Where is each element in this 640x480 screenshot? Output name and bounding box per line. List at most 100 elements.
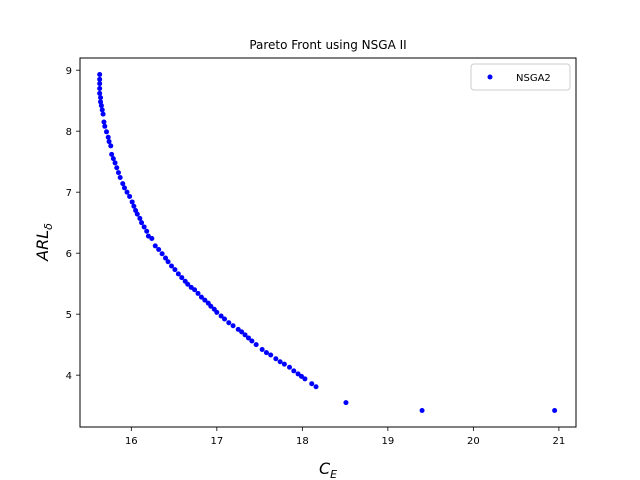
data-point — [149, 236, 155, 242]
data-point — [291, 368, 297, 374]
data-point — [230, 323, 236, 329]
data-point — [253, 342, 259, 348]
data-point — [192, 287, 198, 293]
data-point — [242, 332, 248, 338]
data-point — [268, 352, 274, 358]
data-point — [115, 170, 121, 176]
x-axis-title-subscript: E — [330, 468, 337, 480]
data-point — [172, 267, 178, 273]
x-tick-label: 17 — [210, 436, 223, 447]
data-point — [127, 193, 133, 199]
y-tick-label: 7 — [66, 188, 72, 199]
data-point — [100, 111, 106, 117]
data-point — [169, 263, 175, 269]
data-point — [202, 297, 208, 303]
data-point — [141, 224, 147, 230]
data-point — [112, 160, 118, 166]
chart-title: Pareto Front using NSGA II — [249, 38, 406, 52]
data-point — [98, 103, 104, 109]
data-point — [97, 81, 103, 87]
data-point — [179, 275, 185, 281]
data-point — [175, 271, 181, 277]
data-point — [159, 251, 165, 257]
data-point — [97, 71, 103, 77]
data-point — [313, 384, 319, 390]
data-point — [139, 220, 145, 226]
data-point — [259, 347, 265, 353]
y-tick-label: 8 — [66, 127, 72, 138]
data-point — [106, 139, 112, 145]
data-point — [99, 107, 105, 113]
data-point — [137, 215, 143, 221]
data-point — [195, 290, 201, 296]
data-point — [114, 165, 120, 171]
data-point — [277, 359, 283, 365]
y-tick-label: 6 — [66, 249, 72, 260]
y-axis-title-main: ARL — [33, 230, 52, 262]
x-tick-label: 19 — [381, 436, 394, 447]
y-axis-title-subscript: δ — [42, 223, 55, 230]
data-point — [222, 316, 228, 322]
data-point — [109, 151, 115, 157]
data-point — [239, 329, 245, 335]
data-point — [419, 408, 425, 414]
x-tick-label: 21 — [553, 436, 566, 447]
data-point — [245, 335, 251, 341]
data-point — [97, 85, 103, 91]
data-point — [218, 313, 224, 319]
data-point — [105, 134, 111, 140]
data-point — [110, 156, 116, 162]
data-point — [198, 294, 204, 300]
data-point — [124, 189, 130, 195]
x-axis-title: CE — [319, 459, 337, 480]
y-tick-label: 9 — [66, 66, 72, 77]
data-point — [97, 76, 103, 82]
legend: NSGA2 — [470, 63, 571, 91]
data-point — [309, 381, 315, 387]
data-point — [117, 175, 123, 181]
data-point — [121, 185, 127, 191]
data-point — [131, 203, 137, 209]
data-point — [165, 259, 171, 265]
data-point — [249, 338, 255, 344]
data-point — [102, 123, 108, 129]
x-tick-label: 20 — [467, 436, 480, 447]
data-point — [156, 247, 162, 253]
x-axis-ticks: 16 17 18 19 20 21 — [125, 427, 565, 447]
data-point — [120, 181, 126, 187]
x-tick-label: 16 — [125, 436, 138, 447]
data-point — [552, 408, 558, 414]
data-point — [101, 119, 107, 125]
data-point — [343, 400, 349, 406]
x-axis-title-main: C — [319, 459, 331, 478]
data-point — [108, 143, 114, 149]
y-tick-label: 4 — [66, 371, 72, 382]
data-point — [208, 303, 214, 309]
legend-marker — [487, 74, 493, 80]
legend-label: NSGA2 — [516, 73, 551, 84]
data-point — [134, 211, 140, 217]
data-point — [287, 364, 293, 370]
data-point — [185, 281, 191, 287]
data-point — [144, 228, 150, 234]
y-axis-title: ARLδ — [33, 223, 55, 262]
plot-area-frame — [79, 57, 577, 428]
legend-box — [470, 63, 571, 91]
y-tick-label: 5 — [66, 310, 72, 321]
data-point — [129, 199, 135, 205]
data-point — [302, 376, 308, 382]
data-point — [104, 129, 110, 135]
data-point — [97, 90, 103, 96]
data-point — [273, 356, 279, 362]
data-point — [163, 255, 169, 261]
data-point — [263, 350, 269, 356]
y-axis-ticks: 4 5 6 7 8 9 — [66, 66, 80, 382]
data-point — [281, 361, 287, 367]
x-tick-label: 18 — [296, 436, 309, 447]
data-point — [226, 320, 232, 326]
data-point — [152, 243, 158, 249]
data-point — [214, 309, 220, 315]
data-markers — [97, 71, 558, 414]
data-point — [98, 95, 104, 101]
